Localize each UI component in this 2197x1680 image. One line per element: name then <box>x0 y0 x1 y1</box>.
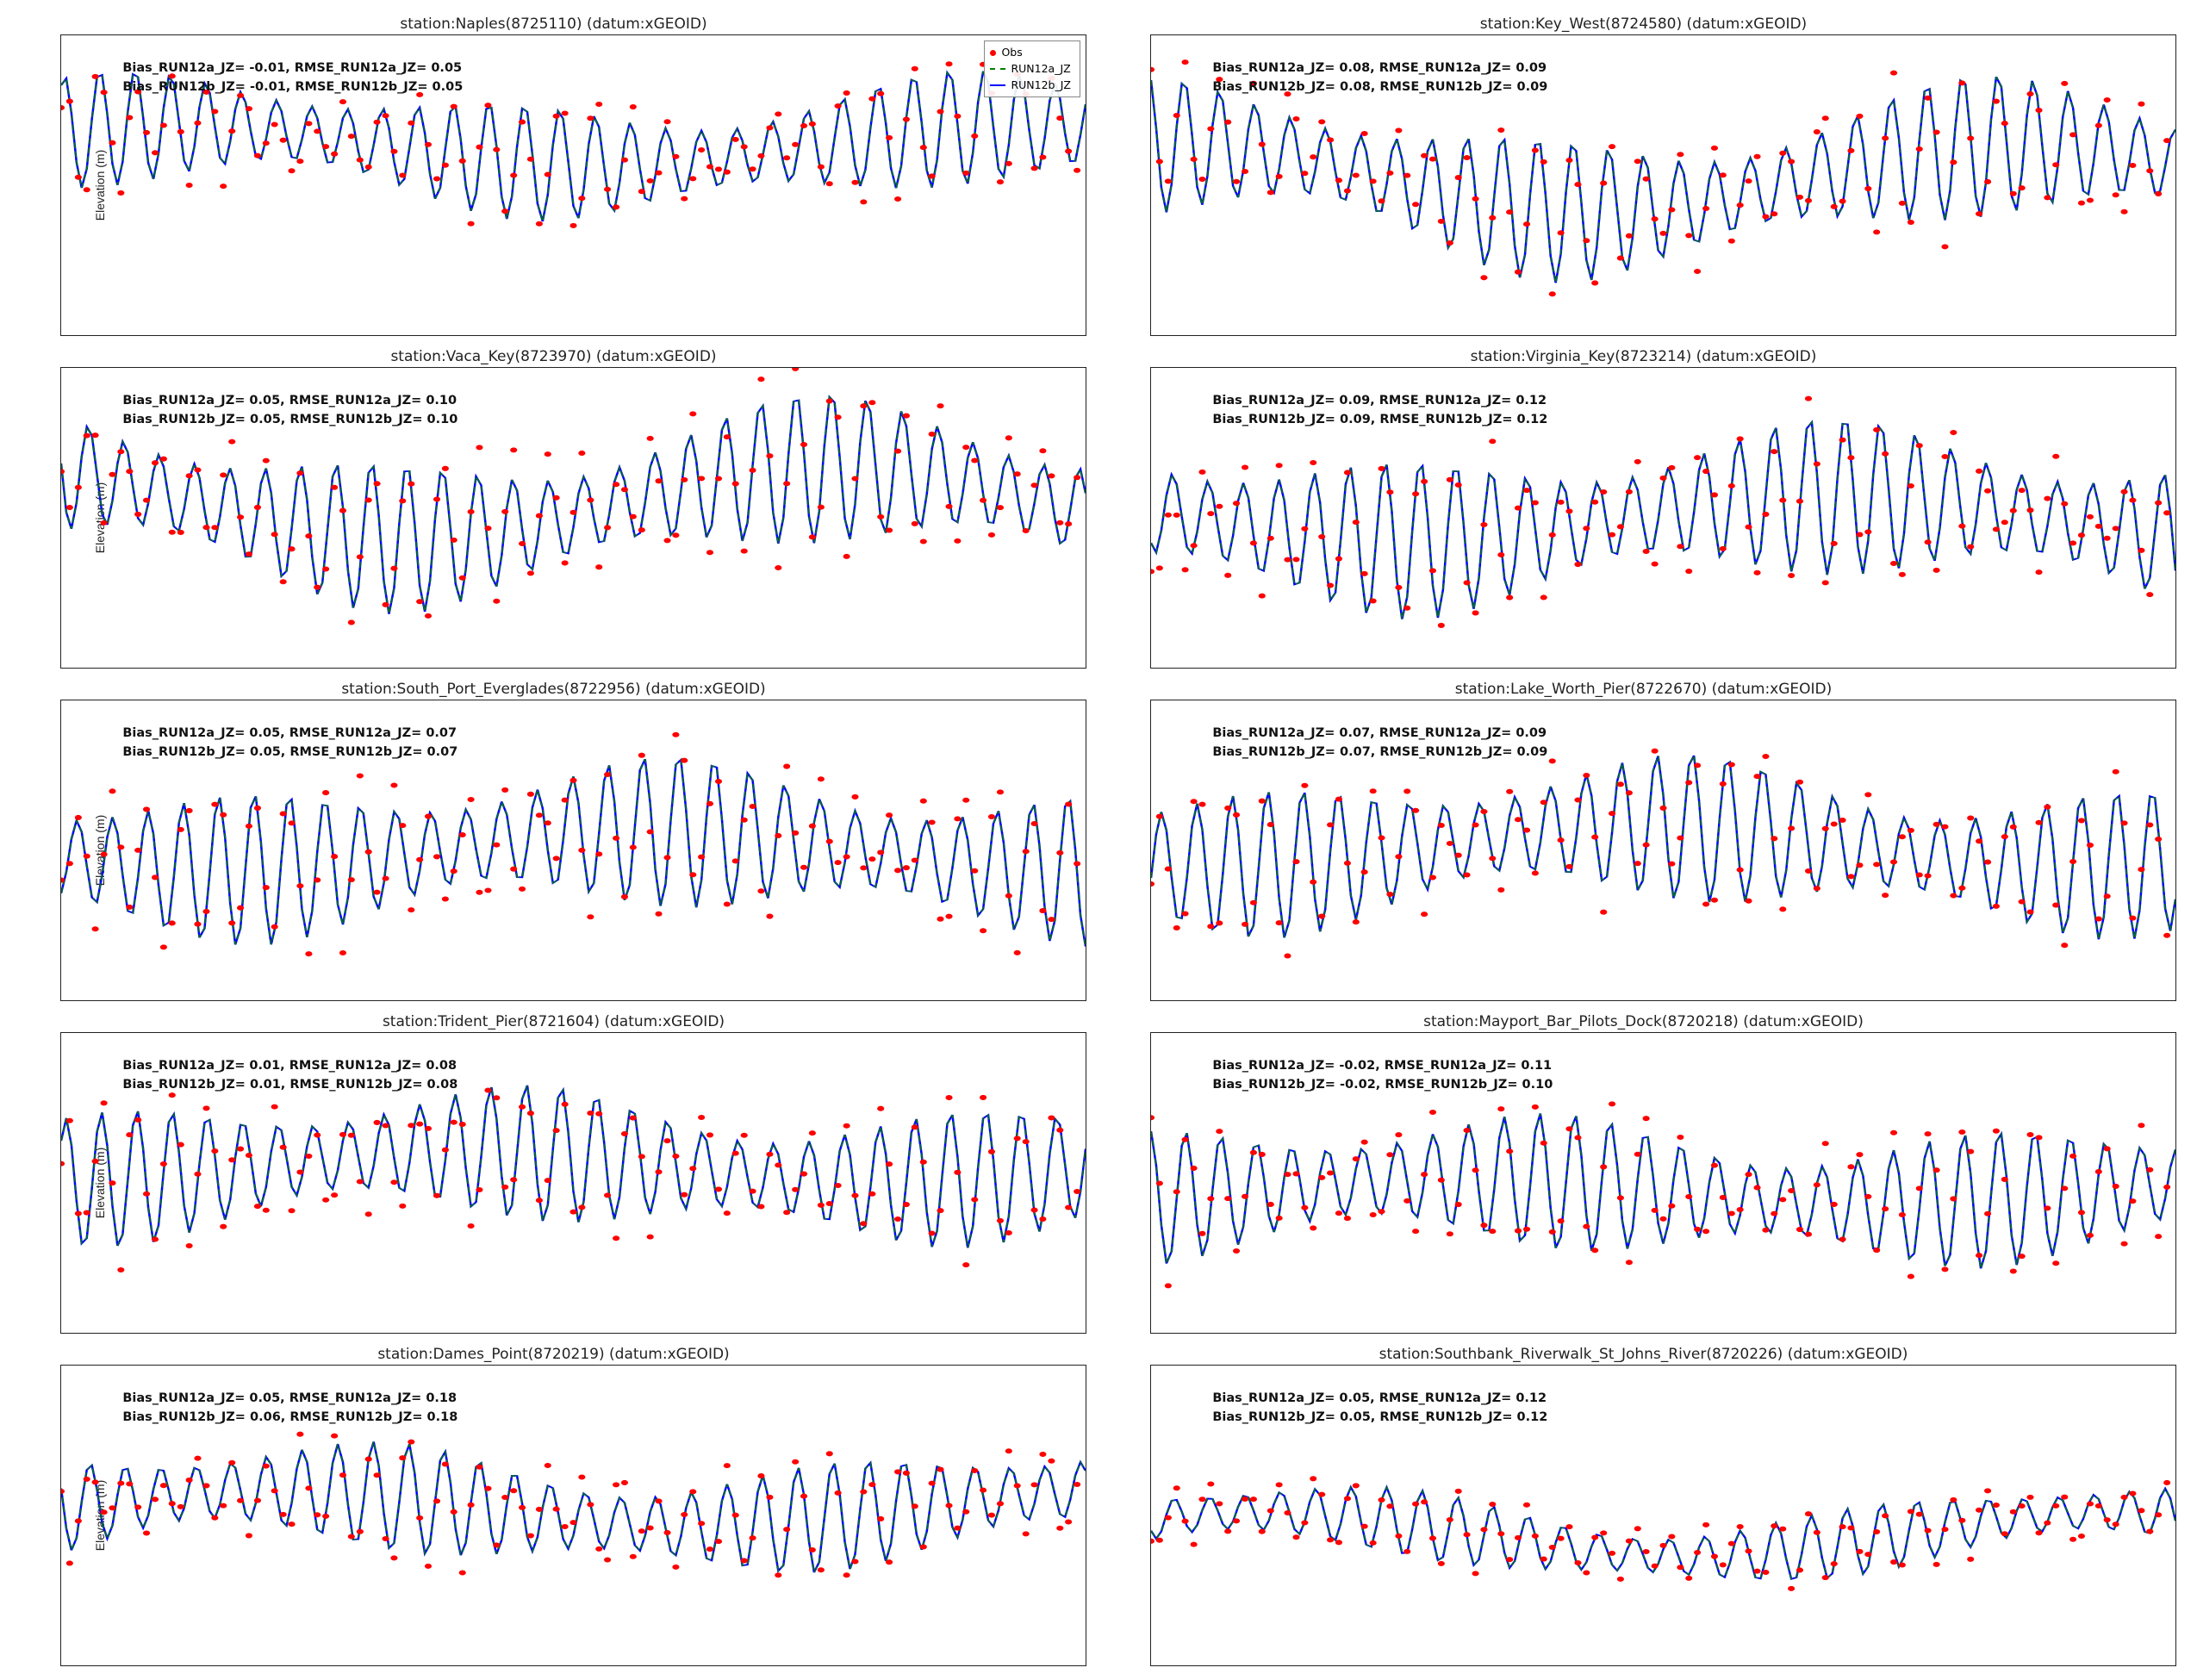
panel-title-0: station:Naples(8725110) (datum:xGEOID) <box>21 16 1086 33</box>
legend-run12a-label: RUN12a_JZ <box>1011 61 1070 78</box>
chart-panel-4: station:South_Port_Everglades(8722956) (… <box>9 674 1098 1006</box>
plot-area-8[interactable]: Elevation (m)0.750.500.250.00-0.25-0.50-… <box>60 1365 1086 1666</box>
chart-panel-1: station:Key_West(8724580) (datum:xGEOID)… <box>1098 9 2188 341</box>
plot-area-6[interactable]: Elevation (m)0.750.500.250.00-0.25-0.50-… <box>60 1032 1086 1334</box>
panel-title-8: station:Dames_Point(8720219) (datum:xGEO… <box>21 1346 1086 1363</box>
panel-title-9: station:Southbank_Riverwalk_St_Johns_Riv… <box>1111 1346 2176 1363</box>
plot-area-3[interactable]: 0.800.600.400.200.00-0.20-0.40-0.6008/Au… <box>1150 367 2176 669</box>
panel-title-6: station:Trident_Pier(8721604) (datum:xGE… <box>21 1013 1086 1030</box>
chart-panel-9: station:Southbank_Riverwalk_St_Johns_Riv… <box>1098 1339 2188 1671</box>
stats-text-1: Bias_RUN12a_JZ= 0.08, RMSE_RUN12a_JZ= 0.… <box>1212 59 1547 97</box>
legend-run12b-swatch <box>990 84 1005 86</box>
stats-text-0: Bias_RUN12a_JZ= -0.01, RMSE_RUN12a_JZ= 0… <box>122 59 463 97</box>
panel-title-4: station:South_Port_Everglades(8722956) (… <box>21 681 1086 698</box>
legend-obs-label: Obs <box>1001 45 1022 61</box>
panel-grid: station:Naples(8725110) (datum:xGEOID) El… <box>9 9 2188 1671</box>
panel-title-2: station:Vaca_Key(8723970) (datum:xGEOID) <box>21 348 1086 365</box>
stats-text-3: Bias_RUN12a_JZ= 0.09, RMSE_RUN12a_JZ= 0.… <box>1212 392 1547 430</box>
chart-panel-5: station:Lake_Worth_Pier(8722670) (datum:… <box>1098 674 2188 1006</box>
stats-text-9: Bias_RUN12a_JZ= 0.05, RMSE_RUN12a_JZ= 0.… <box>1212 1390 1547 1428</box>
stats-text-2: Bias_RUN12a_JZ= 0.05, RMSE_RUN12a_JZ= 0.… <box>122 392 457 430</box>
stats-text-6: Bias_RUN12a_JZ= 0.01, RMSE_RUN12a_JZ= 0.… <box>122 1057 457 1095</box>
chart-panel-2: station:Vaca_Key(8723970) (datum:xGEOID)… <box>9 341 1098 674</box>
panel-title-5: station:Lake_Worth_Pier(8722670) (datum:… <box>1111 681 2176 698</box>
stats-text-8: Bias_RUN12a_JZ= 0.05, RMSE_RUN12a_JZ= 0.… <box>122 1390 457 1428</box>
panel-title-7: station:Mayport_Bar_Pilots_Dock(8720218)… <box>1111 1013 2176 1030</box>
plot-area-1[interactable]: 0.400.200.00-0.20-0.4008/Aug10/Aug12/Aug… <box>1150 34 2176 336</box>
chart-panel-8: station:Dames_Point(8720219) (datum:xGEO… <box>9 1339 1098 1671</box>
panel-title-1: station:Key_West(8724580) (datum:xGEOID) <box>1111 16 2176 33</box>
chart-panel-0: station:Naples(8725110) (datum:xGEOID) El… <box>9 9 1098 341</box>
legend-obs-swatch <box>990 50 996 56</box>
chart-legend[interactable]: Obs RUN12a_JZ RUN12b_JZ <box>984 40 1080 97</box>
plot-area-5[interactable]: 0.750.500.250.00-0.25-0.50-0.7508/Aug10/… <box>1150 700 2176 1001</box>
plot-area-2[interactable]: Elevation (m)0.400.200.00-0.20-0.4008/Au… <box>60 367 1086 669</box>
plot-area-0[interactable]: Elevation (m)0.500.250.00-0.25-0.50-0.75… <box>60 34 1086 336</box>
plot-area-9[interactable]: 0.800.600.400.200.00-0.20-0.40-0.6008/Au… <box>1150 1365 2176 1666</box>
chart-panel-6: station:Trident_Pier(8721604) (datum:xGE… <box>9 1006 1098 1339</box>
stats-text-5: Bias_RUN12a_JZ= 0.07, RMSE_RUN12a_JZ= 0.… <box>1212 725 1547 762</box>
legend-run12b-label: RUN12b_JZ <box>1011 78 1071 94</box>
chart-panel-3: station:Virginia_Key(8723214) (datum:xGE… <box>1098 341 2188 674</box>
panel-title-3: station:Virginia_Key(8723214) (datum:xGE… <box>1111 348 2176 365</box>
plot-area-7[interactable]: 1.000.500.00-0.50-1.00-1.5008/Aug10/Aug1… <box>1150 1032 2176 1334</box>
legend-run12a-swatch <box>990 68 1005 70</box>
chart-panel-7: station:Mayport_Bar_Pilots_Dock(8720218)… <box>1098 1006 2188 1339</box>
plot-area-4[interactable]: Elevation (m)0.800.600.400.200.00-0.20-0… <box>60 700 1086 1001</box>
stats-text-4: Bias_RUN12a_JZ= 0.05, RMSE_RUN12a_JZ= 0.… <box>122 725 457 762</box>
stats-text-7: Bias_RUN12a_JZ= -0.02, RMSE_RUN12a_JZ= 0… <box>1212 1057 1553 1095</box>
